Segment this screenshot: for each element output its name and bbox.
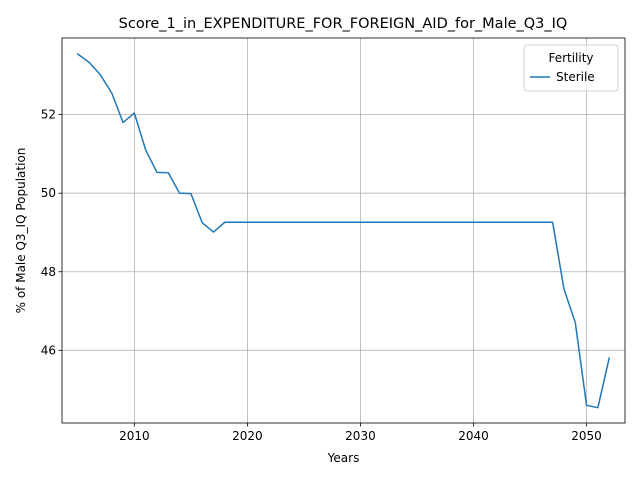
x-tick-label-2010: 2010	[119, 429, 150, 443]
x-axis-label: Years	[327, 451, 360, 465]
y-tick-label-50: 50	[41, 186, 56, 200]
chart-title: Score_1_in_EXPENDITURE_FOR_FOREIGN_AID_f…	[119, 16, 568, 32]
y-tick-label-52: 52	[41, 108, 56, 122]
x-tick-label-2020: 2020	[232, 429, 263, 443]
y-axis-ticks: 46 48 50 52	[41, 108, 62, 357]
plot-frame	[61, 37, 626, 424]
legend-title: Fertility	[548, 51, 593, 65]
y-tick-label-48: 48	[41, 265, 56, 279]
legend-entry-sterile: Sterile	[556, 70, 595, 84]
x-tick-label-2040: 2040	[458, 429, 489, 443]
x-tick-label-2030: 2030	[345, 429, 376, 443]
legend: Fertility Sterile	[523, 44, 619, 92]
series-line-sterile	[76, 53, 611, 409]
y-tick-label-46: 46	[41, 343, 56, 357]
legend-box	[523, 44, 619, 92]
y-axis-label: % of Male Q3_IQ Population	[14, 148, 28, 314]
plot-series	[76, 53, 611, 409]
grid-lines	[62, 38, 625, 423]
x-axis-ticks: 2010 2020 2030 2040 2050	[119, 423, 602, 443]
x-tick-label-2050: 2050	[571, 429, 602, 443]
